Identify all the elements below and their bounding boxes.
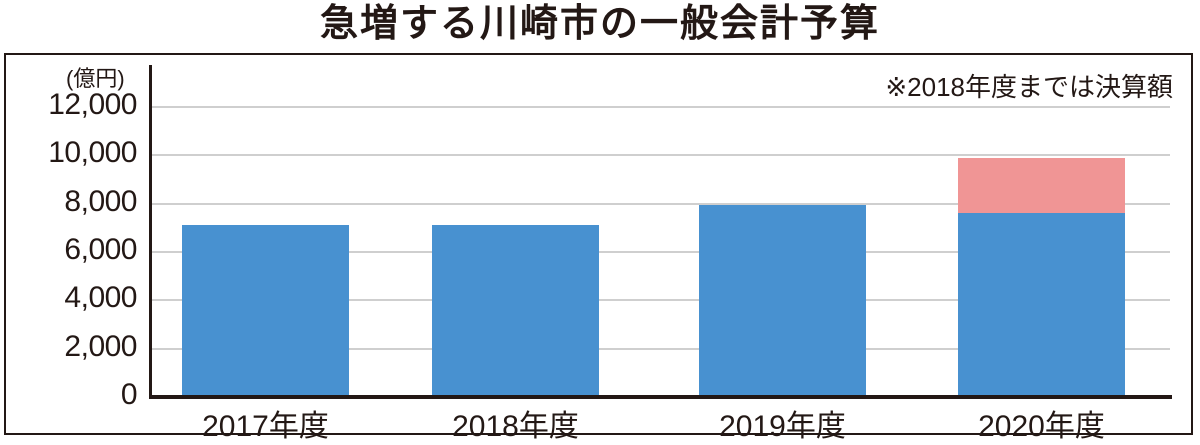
y-axis-line: [149, 65, 152, 399]
bar-group: [958, 107, 1125, 397]
x-axis-line: [149, 395, 1172, 399]
gridline-6000: [151, 251, 1170, 253]
gridline-12000: [151, 106, 1170, 108]
gridline-4000: [151, 299, 1170, 302]
y-axis-unit-label: (億円): [66, 66, 125, 91]
x-tick-label: 2017年度: [202, 410, 329, 443]
y-tick-label: 0: [120, 378, 138, 411]
x-tick-label: 2019年度: [719, 410, 846, 443]
gridline-2000: [151, 347, 1170, 350]
y-tick-label: 4,000: [64, 281, 137, 315]
bar-segment: [958, 157, 1125, 214]
page-title: 急増する川崎市の一般会計予算: [319, 3, 880, 45]
bar-group: [432, 107, 599, 397]
x-tick-label: 2020年度: [978, 410, 1105, 443]
gridline-8000: [151, 202, 1170, 205]
gridline-10000: [151, 154, 1170, 157]
bar-segment: [958, 213, 1125, 397]
y-tick-label: 8,000: [64, 184, 137, 218]
x-tick-label: 2018年度: [452, 410, 579, 443]
bar-segment: [432, 225, 599, 397]
bar-segment: [699, 205, 866, 397]
y-tick-label: 2,000: [64, 329, 137, 363]
bar-group: [699, 107, 866, 397]
y-tick-label: 10,000: [48, 136, 137, 170]
y-tick-label: 12,000: [48, 88, 137, 121]
chart-plot-area: (億円) ※2018年度までは決算額 12,000 10,000 8,000 6,00…: [6, 55, 1191, 443]
chart-note: ※2018年度までは決算額: [885, 72, 1173, 102]
bar-segment: [182, 224, 349, 397]
bar-group: [182, 107, 349, 397]
chart-frame: (億円) ※2018年度までは決算額 12,000 10,000 8,000 6,00…: [4, 53, 1193, 443]
y-tick-label: 6,000: [64, 233, 137, 266]
